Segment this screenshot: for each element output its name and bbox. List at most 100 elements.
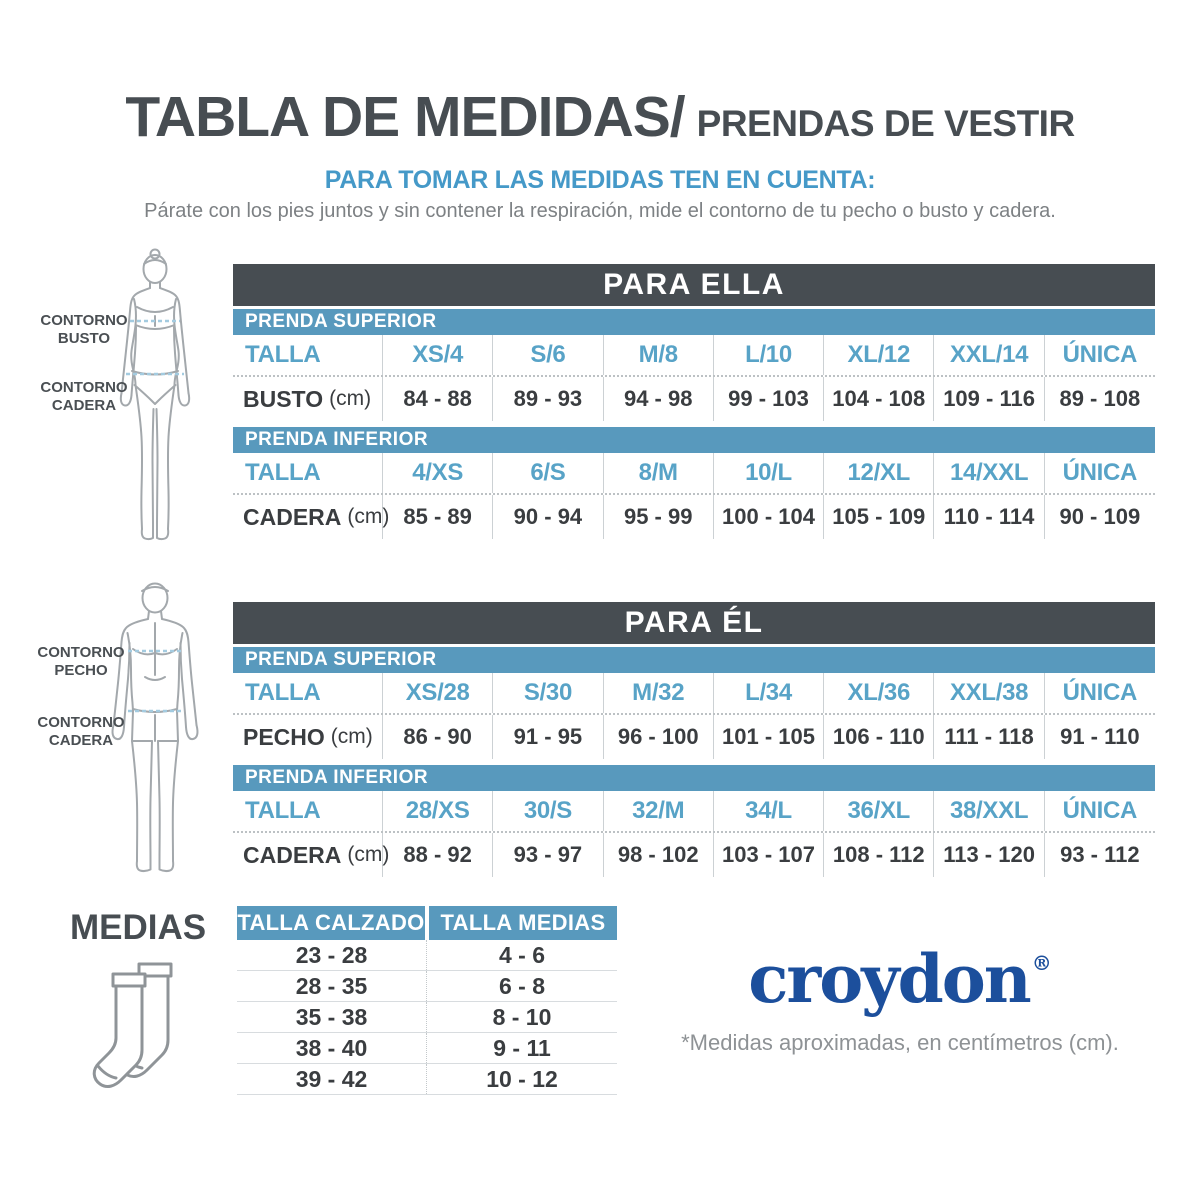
brand-name: croydon [748, 940, 1031, 1018]
value-cell: 86 - 90 [383, 715, 494, 759]
value-cell: 110 - 114 [934, 495, 1045, 539]
el-inferior-value-row: CADERA (cm) 88 - 92 93 - 97 98 - 102 103 … [233, 833, 1155, 877]
measure-unit: (cm) [330, 725, 373, 748]
value-cell: 99 - 103 [714, 377, 825, 421]
ella-superior-value-row: BUSTO (cm) 84 - 88 89 - 93 94 - 98 99 - 1… [233, 377, 1155, 421]
medias-cell: 6 - 8 [498, 972, 546, 999]
size-cell: XL/12 [824, 335, 935, 375]
value-cell: 108 - 112 [824, 833, 935, 877]
table-para-ella: PARA ELLA PRENDA SUPERIOR TALLA XS/4 S/6… [233, 264, 1155, 539]
value-cell: 104 - 108 [824, 377, 935, 421]
medias-row: 39 - 42 10 - 12 [237, 1064, 617, 1095]
el-inferior-size-row: TALLA 28/XS 30/S 32/M 34/L 36/XL 38/XXL … [233, 791, 1155, 833]
value-cell: 91 - 110 [1060, 724, 1140, 749]
talla-label: TALLA [233, 335, 383, 375]
ella-superior-size-row: TALLA XS/4 S/6 M/8 L/10 XL/12 XXL/14 ÚNI… [233, 335, 1155, 377]
band-label: PRENDA INFERIOR [245, 429, 429, 450]
medias-table: TALLA CALZADO TALLA MEDIAS 23 - 28 4 - 6… [237, 906, 617, 1095]
ella-inferior-size-row: TALLA 4/XS 6/S 8/M 10/L 12/XL 14/XXL ÚNI… [233, 453, 1155, 495]
size-cell: ÚNICA [1062, 341, 1138, 368]
value-cell: 90 - 109 [1059, 504, 1141, 529]
female-body-figure [119, 248, 191, 541]
talla-label: TALLA [233, 673, 383, 713]
male-measure-lines [128, 649, 182, 713]
value-cell: 113 - 120 [934, 833, 1045, 877]
size-cell: XS/28 [383, 673, 494, 713]
measure-name: CADERA [243, 841, 342, 868]
size-cell: M/32 [604, 673, 714, 713]
medias-row: 23 - 28 4 - 6 [237, 940, 617, 971]
size-cell: L/10 [714, 335, 825, 375]
calzado-cell: 39 - 42 [237, 1064, 427, 1094]
ella-inferior-value-row: CADERA (cm) 85 - 89 90 - 94 95 - 99 100 -… [233, 495, 1155, 539]
size-cell: 12/XL [824, 453, 935, 493]
registered-mark: ® [1031, 951, 1052, 975]
value-cell: 100 - 104 [714, 495, 825, 539]
para-ella-title: PARA ELLA [603, 268, 785, 301]
band-label: PRENDA SUPERIOR [245, 311, 437, 332]
male-body-figure [111, 582, 199, 873]
female-measure-lines [126, 319, 184, 376]
measure-label: CADERA (cm) [233, 495, 389, 539]
value-cell: 91 - 95 [493, 715, 604, 759]
measure-unit: (cm) [347, 505, 390, 528]
calzado-cell: 23 - 28 [237, 940, 427, 970]
label-contorno-busto: CONTORNO BUSTO [40, 312, 128, 347]
ella-prenda-superior-bar: PRENDA SUPERIOR [233, 309, 1155, 335]
calzado-cell: 28 - 35 [237, 971, 427, 1001]
measure-name: PECHO [243, 723, 325, 750]
medias-cell: 8 - 10 [492, 1003, 552, 1030]
para-el-title-bar: PARA ÉL [233, 602, 1155, 644]
value-cell: 84 - 88 [383, 377, 494, 421]
value-cell: 93 - 97 [493, 833, 604, 877]
medias-row: 38 - 40 9 - 11 [237, 1033, 617, 1064]
size-cell: 34/L [714, 791, 825, 831]
value-cell: 89 - 93 [493, 377, 604, 421]
calzado-cell: 35 - 38 [237, 1002, 427, 1032]
measuring-instructions: Párate con los pies juntos y sin contene… [144, 200, 1056, 222]
value-cell: 94 - 98 [604, 377, 714, 421]
measure-name: BUSTO [243, 385, 324, 412]
size-cell: 10/L [714, 453, 825, 493]
measure-label: CADERA (cm) [233, 833, 389, 877]
value-cell: 88 - 92 [383, 833, 494, 877]
value-cell: 96 - 100 [604, 715, 714, 759]
medias-row: 35 - 38 8 - 10 [237, 1002, 617, 1033]
measuring-subtitle: PARA TOMAR LAS MEDIDAS TEN EN CUENTA: [324, 166, 876, 194]
brand-block: croydon ® *Medidas aproximadas, en centím… [660, 946, 1140, 1056]
size-cell: 6/S [493, 453, 604, 493]
el-prenda-inferior-bar: PRENDA INFERIOR [233, 765, 1155, 791]
size-cell: XXL/38 [934, 673, 1045, 713]
label-contorno-cadera-male: CONTORNO CADERA [37, 714, 125, 749]
size-cell: M/8 [604, 335, 714, 375]
medias-col1-header: TALLA CALZADO [237, 906, 425, 940]
medias-row: 28 - 35 6 - 8 [237, 971, 617, 1002]
band-label: PRENDA SUPERIOR [245, 649, 437, 670]
size-cell: ÚNICA [1062, 679, 1138, 706]
value-cell: 105 - 109 [824, 495, 935, 539]
value-cell: 109 - 116 [934, 377, 1045, 421]
size-cell: S/6 [493, 335, 604, 375]
value-cell: 103 - 107 [714, 833, 825, 877]
measures-footnote: *Medidas aproximadas, en centímetros (cm… [681, 1030, 1119, 1055]
value-cell: 111 - 118 [934, 715, 1045, 759]
title-sub: PRENDAS DE VESTIR [696, 103, 1076, 144]
size-cell: L/34 [714, 673, 825, 713]
size-cell: 8/M [604, 453, 714, 493]
label-contorno-pecho: CONTORNO PECHO [37, 644, 125, 679]
talla-label: TALLA [233, 791, 383, 831]
size-cell: ÚNICA [1062, 459, 1138, 486]
value-cell: 106 - 110 [824, 715, 935, 759]
label-contorno-cadera-female: CONTORNO CADERA [40, 379, 128, 414]
measure-name: CADERA [243, 503, 342, 530]
measure-unit: (cm) [347, 843, 390, 866]
page-header: TABLA DE MEDIDAS/PRENDAS DE VESTIR PARA … [0, 84, 1200, 223]
size-cell: 38/XXL [934, 791, 1045, 831]
value-cell: 101 - 105 [714, 715, 825, 759]
medias-header-row: TALLA CALZADO TALLA MEDIAS [237, 906, 617, 940]
value-cell: 89 - 108 [1059, 386, 1141, 411]
size-cell: 4/XS [383, 453, 494, 493]
value-cell: 98 - 102 [604, 833, 714, 877]
measure-unit: (cm) [329, 387, 372, 410]
